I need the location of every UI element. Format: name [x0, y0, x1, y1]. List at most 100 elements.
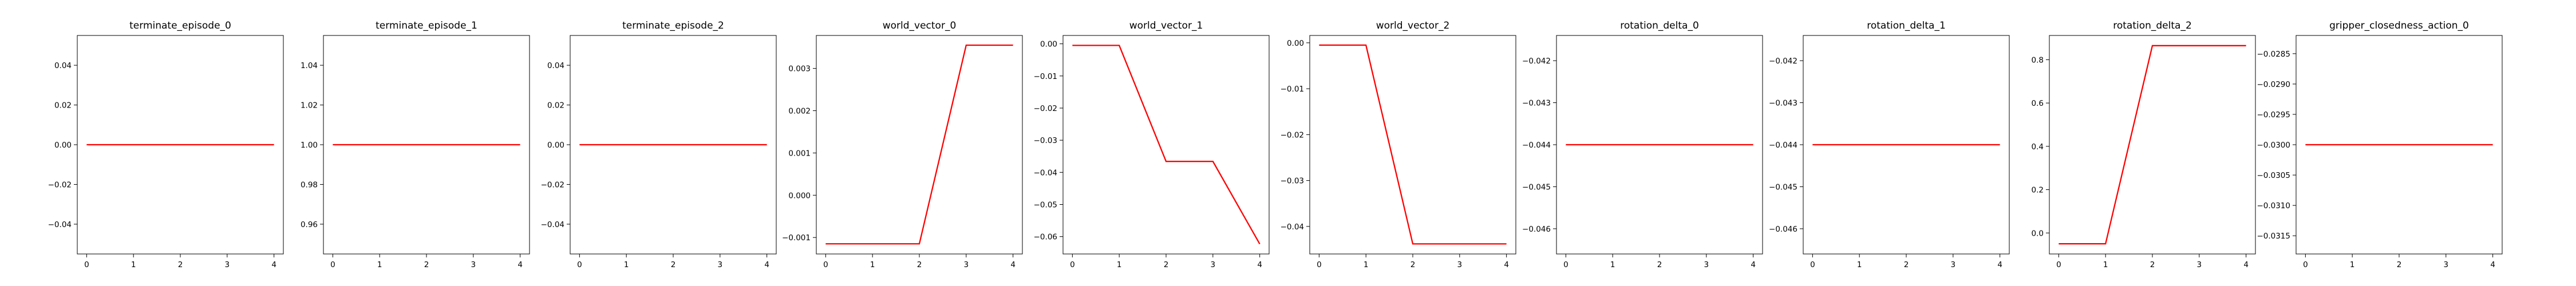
y-tick-label: 1.04 [301, 61, 318, 70]
x-tick-label: 1 [1857, 260, 1862, 269]
y-tick-label: −0.044 [1522, 141, 1551, 150]
y-tick-label: −0.046 [1522, 225, 1551, 234]
x-tick-label: 0 [1563, 260, 1568, 269]
y-tick-label: 0.04 [547, 61, 564, 70]
plot-area-frame [2049, 35, 2256, 255]
x-tick-label: 3 [471, 260, 476, 269]
subplot-title: terminate_episode_0 [129, 20, 231, 31]
x-tick-label: 1 [377, 260, 382, 269]
x-tick-label: 3 [964, 260, 969, 269]
x-tick-label: 2 [917, 260, 922, 269]
y-tick-label: −0.042 [1522, 57, 1551, 66]
x-tick-label: 3 [1704, 260, 1709, 269]
y-tick-label: −0.04 [1034, 168, 1057, 177]
subplot-title: world_vector_0 [883, 20, 957, 31]
y-tick-label: −0.0300 [2257, 141, 2290, 150]
subplot-panel: world_vector_1 0 1 2 3 4 −0.06 −0.05 −0.04 −0.03 −… [1034, 20, 1270, 269]
subplot-title: gripper_closedness_action_0 [2329, 20, 2469, 31]
x-tick-label: 4 [2490, 260, 2495, 269]
x-tick-label: 0 [823, 260, 828, 269]
y-tick-label: 0.00 [1287, 39, 1304, 48]
y-tick-label: 0.98 [301, 180, 318, 189]
x-tick-label: 4 [764, 260, 769, 269]
plot-area-frame [77, 35, 284, 255]
x-tick-label: 4 [1257, 260, 1262, 269]
subplot-panel: world_vector_2 0 1 2 3 4 −0.04 −0.03 −0.02 −0.01 0… [1281, 20, 1516, 269]
y-tick-label: −0.01 [1281, 85, 1304, 94]
x-tick-label: 1 [2350, 260, 2355, 269]
plot-area-frame [1062, 35, 1270, 255]
subplot-title: rotation_delta_0 [1620, 20, 1699, 31]
y-tick-label: 0.2 [2032, 186, 2044, 195]
y-tick-label: −0.0315 [2257, 232, 2290, 241]
y-tick-label: 0.02 [54, 101, 72, 110]
x-tick-label: 4 [1751, 260, 1756, 269]
y-tick-label: 0.8 [2032, 55, 2044, 65]
y-tick-label: −0.06 [1034, 233, 1057, 242]
x-tick-label: 3 [1457, 260, 1463, 269]
subplot-panel: terminate_episode_2 0 1 2 3 4 −0.04 −0.02 0.00 0.… [541, 20, 777, 269]
subplot-panel: rotation_delta_0 0 1 2 3 4 −0.046 −0.045 −0.044 −… [1522, 20, 1763, 269]
plot-area-frame [1803, 35, 2010, 255]
y-tick-label: −0.0290 [2257, 80, 2290, 89]
x-tick-label: 0 [2303, 260, 2308, 269]
y-tick-label: 0.96 [301, 220, 318, 229]
y-tick-label: −0.0305 [2257, 171, 2290, 180]
x-tick-label: 0 [1810, 260, 1815, 269]
x-tick-label: 0 [1317, 260, 1322, 269]
x-tick-label: 4 [271, 260, 276, 269]
x-tick-label: 4 [1997, 260, 2002, 269]
plot-area-frame [323, 35, 530, 255]
y-tick-label: −0.02 [48, 180, 72, 189]
subplot-title: world_vector_2 [1376, 20, 1450, 31]
y-tick-label: −0.001 [782, 233, 811, 243]
x-tick-label: 4 [2243, 260, 2249, 269]
x-tick-label: 2 [1411, 260, 1416, 269]
series-line [825, 44, 1013, 245]
x-tick-label: 1 [624, 260, 629, 269]
plot-area-frame [1556, 35, 1763, 255]
subplot-title: world_vector_1 [1129, 20, 1203, 31]
subplot-panel: terminate_episode_1 0 1 2 3 4 0.96 0.98 1.00 1.02… [301, 20, 530, 269]
y-tick-label: −0.043 [1522, 99, 1551, 108]
y-tick-label: −0.03 [1281, 177, 1304, 186]
y-tick-label: 0.002 [788, 107, 811, 116]
x-tick-label: 3 [718, 260, 723, 269]
y-tick-label: 0.003 [788, 65, 811, 74]
y-tick-label: −0.04 [1281, 223, 1304, 232]
y-tick-label: −0.04 [541, 220, 564, 229]
x-tick-label: 0 [2056, 260, 2061, 269]
x-tick-label: 1 [1117, 260, 1122, 269]
subplot-panel: world_vector_0 0 1 2 3 4 −0.001 0.000 0.001 0.002… [782, 20, 1023, 269]
x-tick-label: 1 [2103, 260, 2108, 269]
x-tick-label: 1 [870, 260, 875, 269]
plot-area-frame [816, 35, 1023, 255]
x-tick-label: 3 [2444, 260, 2449, 269]
y-tick-label: −0.0295 [2257, 110, 2290, 120]
x-tick-label: 1 [1610, 260, 1615, 269]
x-tick-label: 2 [178, 260, 183, 269]
y-tick-label: −0.04 [48, 220, 72, 229]
x-tick-label: 4 [517, 260, 523, 269]
x-tick-label: 2 [1904, 260, 1909, 269]
y-tick-label: 0.000 [788, 191, 811, 200]
subplot-panel: rotation_delta_2 0 1 2 3 4 0.0 0.2 0.4 0.6 0.8 [2032, 20, 2256, 269]
subplot-title: rotation_delta_1 [1867, 20, 1946, 31]
y-tick-label: −0.02 [1034, 104, 1057, 113]
plot-area-frame [2296, 35, 2503, 255]
x-tick-label: 1 [131, 260, 136, 269]
y-tick-label: 0.0 [2032, 229, 2044, 238]
y-tick-label: 0.001 [788, 149, 811, 158]
plot-area-frame [1309, 35, 1516, 255]
x-tick-label: 3 [1951, 260, 1956, 269]
subplot-title: rotation_delta_2 [2113, 20, 2192, 31]
y-tick-label: −0.01 [1034, 72, 1057, 81]
x-tick-label: 3 [225, 260, 230, 269]
y-tick-label: −0.045 [1769, 182, 1797, 192]
y-tick-label: 1.00 [301, 141, 318, 150]
y-tick-label: 0.00 [54, 141, 72, 150]
x-tick-label: 2 [1164, 260, 1169, 269]
y-tick-label: 0.00 [1040, 40, 1057, 49]
y-tick-label: 0.00 [547, 141, 564, 150]
